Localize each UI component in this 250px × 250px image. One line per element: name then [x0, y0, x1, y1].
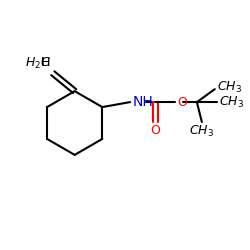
Text: $H_2C$: $H_2C$ — [25, 56, 51, 71]
Text: $CH_3$: $CH_3$ — [219, 94, 244, 110]
Text: O: O — [150, 124, 160, 137]
Text: $CH_3$: $CH_3$ — [189, 124, 214, 139]
Text: H: H — [40, 56, 50, 69]
Text: $CH_3$: $CH_3$ — [217, 80, 242, 95]
Text: O: O — [177, 96, 187, 108]
Text: NH: NH — [132, 95, 153, 109]
Text: H: H — [40, 56, 50, 69]
